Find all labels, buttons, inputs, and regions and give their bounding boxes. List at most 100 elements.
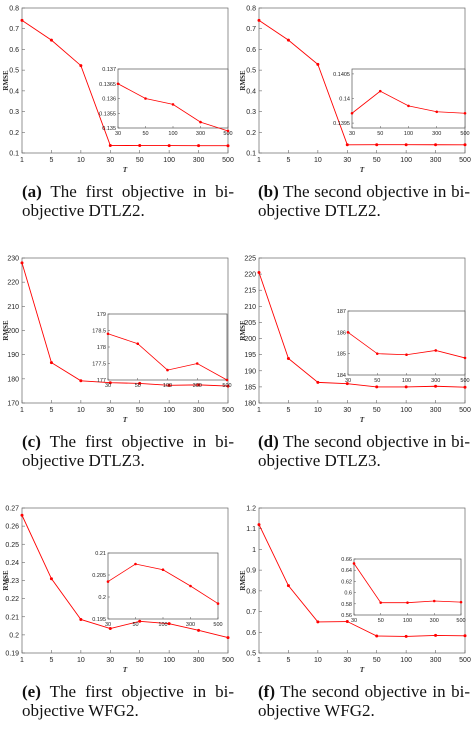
y-tick-label: 0.26 <box>5 524 19 531</box>
data-point <box>463 385 467 389</box>
inset-y-tick-label: 0.58 <box>341 602 352 608</box>
y-tick-label: 220 <box>7 280 19 287</box>
inset-x-tick-label: 500 <box>213 622 222 628</box>
y-tick-label: 0.2 <box>9 632 19 639</box>
series-line <box>258 20 466 146</box>
x-tick-label: 500 <box>459 407 471 414</box>
inset-x-tick-label: 300 <box>196 131 205 137</box>
x-axis-label: T <box>123 416 128 424</box>
inset-data-point <box>405 353 408 357</box>
caption-f: (f) The second objective in bi-objective… <box>258 682 470 720</box>
inset-y-tick-label: 0.14 <box>339 97 350 103</box>
inset-data-point <box>434 349 438 352</box>
data-point <box>404 634 408 638</box>
data-point <box>226 636 230 640</box>
inset-y-tick-label: 0.66 <box>341 557 352 563</box>
y-tick-label: 210 <box>244 304 256 311</box>
y-tick-label: 0.2 <box>9 130 19 137</box>
inset-data-point <box>432 599 436 603</box>
x-axis-label: T <box>123 166 128 174</box>
inset-y-tick-label: 0.137 <box>102 67 116 73</box>
inset-x-tick-label: 100 <box>163 383 172 389</box>
x-tick-label: 50 <box>136 407 144 414</box>
data-point <box>49 577 53 581</box>
inset-y-tick-label: 177 <box>97 378 106 384</box>
data-point <box>108 381 112 385</box>
inset-x-tick-label: 30 <box>349 131 355 137</box>
data-point <box>375 143 379 147</box>
x-tick-label: 1 <box>20 157 24 164</box>
data-point <box>79 379 83 383</box>
x-tick-label: 500 <box>222 157 234 164</box>
x-tick-label: 1 <box>257 657 261 664</box>
inset-y-tick-label: 0.1355 <box>99 111 116 117</box>
inset-data-point <box>189 584 192 588</box>
data-point <box>226 144 230 148</box>
y-axis-label: RMSE <box>2 320 10 341</box>
inset-x-tick-label: 30 <box>105 622 111 628</box>
x-tick-label: 50 <box>136 157 144 164</box>
y-tick-label: 200 <box>7 328 19 335</box>
caption-c-text: The first objective in bi-objective DTLZ… <box>22 432 234 470</box>
y-tick-label: 170 <box>7 401 19 408</box>
inset-chart: 0.195 0.2 0.205 0.21 30 50 100 300 500 <box>92 551 222 628</box>
y-tick-label: 0.27 <box>5 506 19 513</box>
data-point <box>375 634 379 638</box>
y-axis-label: RMSE <box>239 70 247 91</box>
x-tick-label: 300 <box>430 407 442 414</box>
y-tick-label: 0.22 <box>5 596 19 603</box>
inset-data-point <box>463 111 467 115</box>
y-tick-label: 230 <box>7 256 19 263</box>
x-tick-label: 100 <box>163 657 175 664</box>
inset-x-tick-label: 50 <box>377 131 383 137</box>
inset-data-point <box>379 601 383 604</box>
inset-data-point <box>106 332 110 336</box>
data-point <box>463 143 467 147</box>
x-tick-label: 5 <box>286 157 290 164</box>
inset-data-point <box>226 129 230 133</box>
inset-data-point <box>463 356 467 360</box>
y-tick-label: 0.5 <box>246 68 256 75</box>
data-point <box>108 627 112 631</box>
y-tick-label: 0.3 <box>246 109 256 116</box>
x-tick-label: 30 <box>106 657 114 664</box>
x-tick-label: 10 <box>314 157 322 164</box>
x-axis-label: T <box>360 666 365 674</box>
inset-y-tick-label: 0.1405 <box>333 72 350 78</box>
inset-y-tick-label: 0.136 <box>102 97 116 103</box>
inset-y-tick-label: 0.205 <box>92 573 106 579</box>
inset-data-point <box>225 378 229 382</box>
caption-d-label: (d) <box>258 432 279 451</box>
data-point <box>197 144 201 148</box>
caption-c: (c) The first objective in bi-objective … <box>22 432 234 470</box>
inset-chart: 0.1395 0.14 0.1405 30 50 100 300 500 <box>333 68 470 137</box>
data-point <box>49 38 53 42</box>
data-point <box>404 385 408 389</box>
y-tick-label: 190 <box>244 368 256 375</box>
chart-panel-4: 180 185 190 195 200 205 210 215 220 225 1 5 10 30 50 10… <box>239 256 471 425</box>
inset-y-tick-label: 0.21 <box>95 551 106 557</box>
y-tick-label: 0.2 <box>246 130 256 137</box>
plot-frame <box>258 507 466 654</box>
inset-data-point <box>106 580 110 583</box>
x-tick-label: 100 <box>400 657 412 664</box>
data-point <box>257 523 261 527</box>
y-tick-label: 0.8 <box>9 6 19 13</box>
data-point <box>345 382 349 386</box>
inset-y-tick-label: 0.56 <box>341 613 352 619</box>
x-tick-label: 30 <box>343 407 351 414</box>
y-tick-label: 1 <box>252 547 256 554</box>
y-tick-label: 180 <box>244 401 256 408</box>
inset-y-tick-label: 184 <box>337 373 346 379</box>
inset-x-tick-label: 300 <box>186 622 195 628</box>
y-tick-label: 0.5 <box>9 68 19 75</box>
x-tick-label: 5 <box>286 407 290 414</box>
inset-x-tick-label: 300 <box>431 378 440 384</box>
data-point <box>226 384 230 388</box>
data-point <box>79 617 83 621</box>
data-point <box>434 143 438 147</box>
chart-panel-5: 0.19 0.2 0.21 0.22 0.23 0.24 0.25 0.26 0.27 1 5 10 3… <box>2 506 234 675</box>
x-tick-label: 1 <box>20 407 24 414</box>
inset-x-tick-label: 500 <box>460 378 469 384</box>
